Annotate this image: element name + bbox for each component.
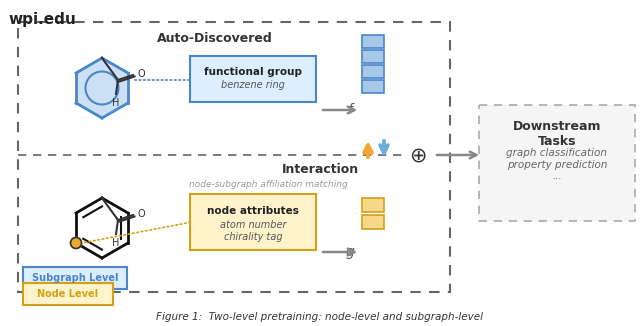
Polygon shape [76, 58, 128, 118]
Text: functional group: functional group [204, 67, 302, 77]
Bar [362, 198, 384, 212]
Text: Figure 1:  Two-level pretraining: node-level and subgraph-level: Figure 1: Two-level pretraining: node-le… [157, 312, 483, 322]
Bar [362, 65, 384, 78]
Circle shape [404, 141, 432, 169]
Text: wpi.edu: wpi.edu [8, 12, 76, 27]
Text: benzene ring: benzene ring [221, 80, 285, 90]
Text: f: f [348, 103, 353, 117]
Bar [362, 50, 384, 63]
FancyBboxPatch shape [23, 283, 113, 305]
Text: graph classification
property prediction
...: graph classification property prediction… [506, 148, 607, 181]
Text: g: g [346, 245, 355, 259]
FancyBboxPatch shape [479, 105, 635, 221]
Text: Auto-Discovered: Auto-Discovered [157, 32, 273, 45]
Text: H: H [112, 238, 120, 248]
FancyBboxPatch shape [190, 194, 316, 250]
Text: atom number
chirality tag: atom number chirality tag [220, 220, 286, 242]
Bar [18, 22, 450, 292]
Circle shape [70, 238, 81, 248]
Text: node attributes: node attributes [207, 206, 299, 216]
Text: Interaction: Interaction [282, 163, 358, 176]
FancyBboxPatch shape [23, 267, 127, 289]
Bar [362, 215, 384, 229]
Text: ⊕: ⊕ [409, 145, 427, 165]
Text: O: O [137, 69, 145, 79]
Text: H: H [112, 98, 120, 108]
Bar [362, 35, 384, 48]
Text: node-subgraph affiliation matching: node-subgraph affiliation matching [189, 180, 348, 189]
Bar [362, 80, 384, 93]
FancyBboxPatch shape [190, 56, 316, 102]
Text: Node Level: Node Level [37, 289, 99, 299]
Text: O: O [137, 209, 145, 219]
Text: Subgraph Level: Subgraph Level [32, 273, 118, 283]
Text: Downstream
Tasks: Downstream Tasks [513, 120, 601, 148]
